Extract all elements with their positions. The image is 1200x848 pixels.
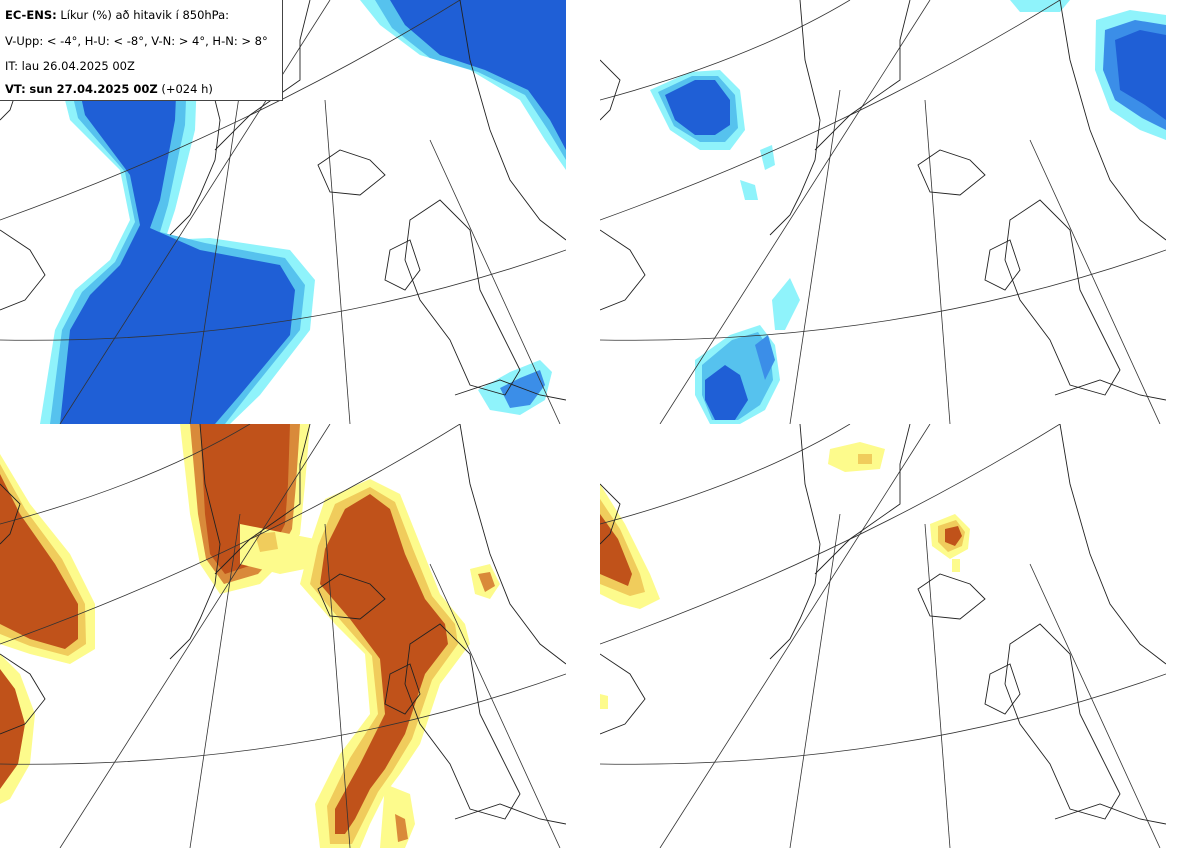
coastlines [0,424,566,825]
valid-label: VT: [5,82,26,96]
panel-h-n: 1009565355 [600,424,1166,848]
warm-anomaly-field [0,424,500,848]
lead-time-text: (+024 h) [161,82,213,96]
map-v-upp [0,0,566,424]
cold-anomaly-field [40,0,566,424]
map-h-u [600,0,1166,424]
model-label: EC-ENS: [5,8,57,22]
coastlines [600,0,1166,401]
graticule [0,424,566,848]
thresholds-text: V-Upp: < -4°, H-U: < -8°, V-N: > 4°, H-N… [5,34,268,48]
map-v-n [0,424,566,848]
coastlines [600,424,1166,825]
graticule [600,0,1166,424]
panel-v-n: 1009565355 [0,424,566,848]
warm-anomaly-field [600,442,970,709]
graticule [600,424,1166,848]
valid-time-text: sun 27.04.2025 00Z [29,82,158,96]
title-text: Líkur (%) að hitavik í 850hPa: [60,8,230,22]
cold-anomaly-field [650,0,1166,424]
header-info: EC-ENS: Líkur (%) að hitavik í 850hPa: V… [0,0,283,101]
panel-v-upp: EC-ENS: Líkur (%) að hitavik í 850hPa: V… [0,0,566,424]
map-h-n [600,424,1166,848]
init-time-text: IT: lau 26.04.2025 00Z [5,59,135,73]
panel-h-u: 1009565355 [600,0,1166,424]
